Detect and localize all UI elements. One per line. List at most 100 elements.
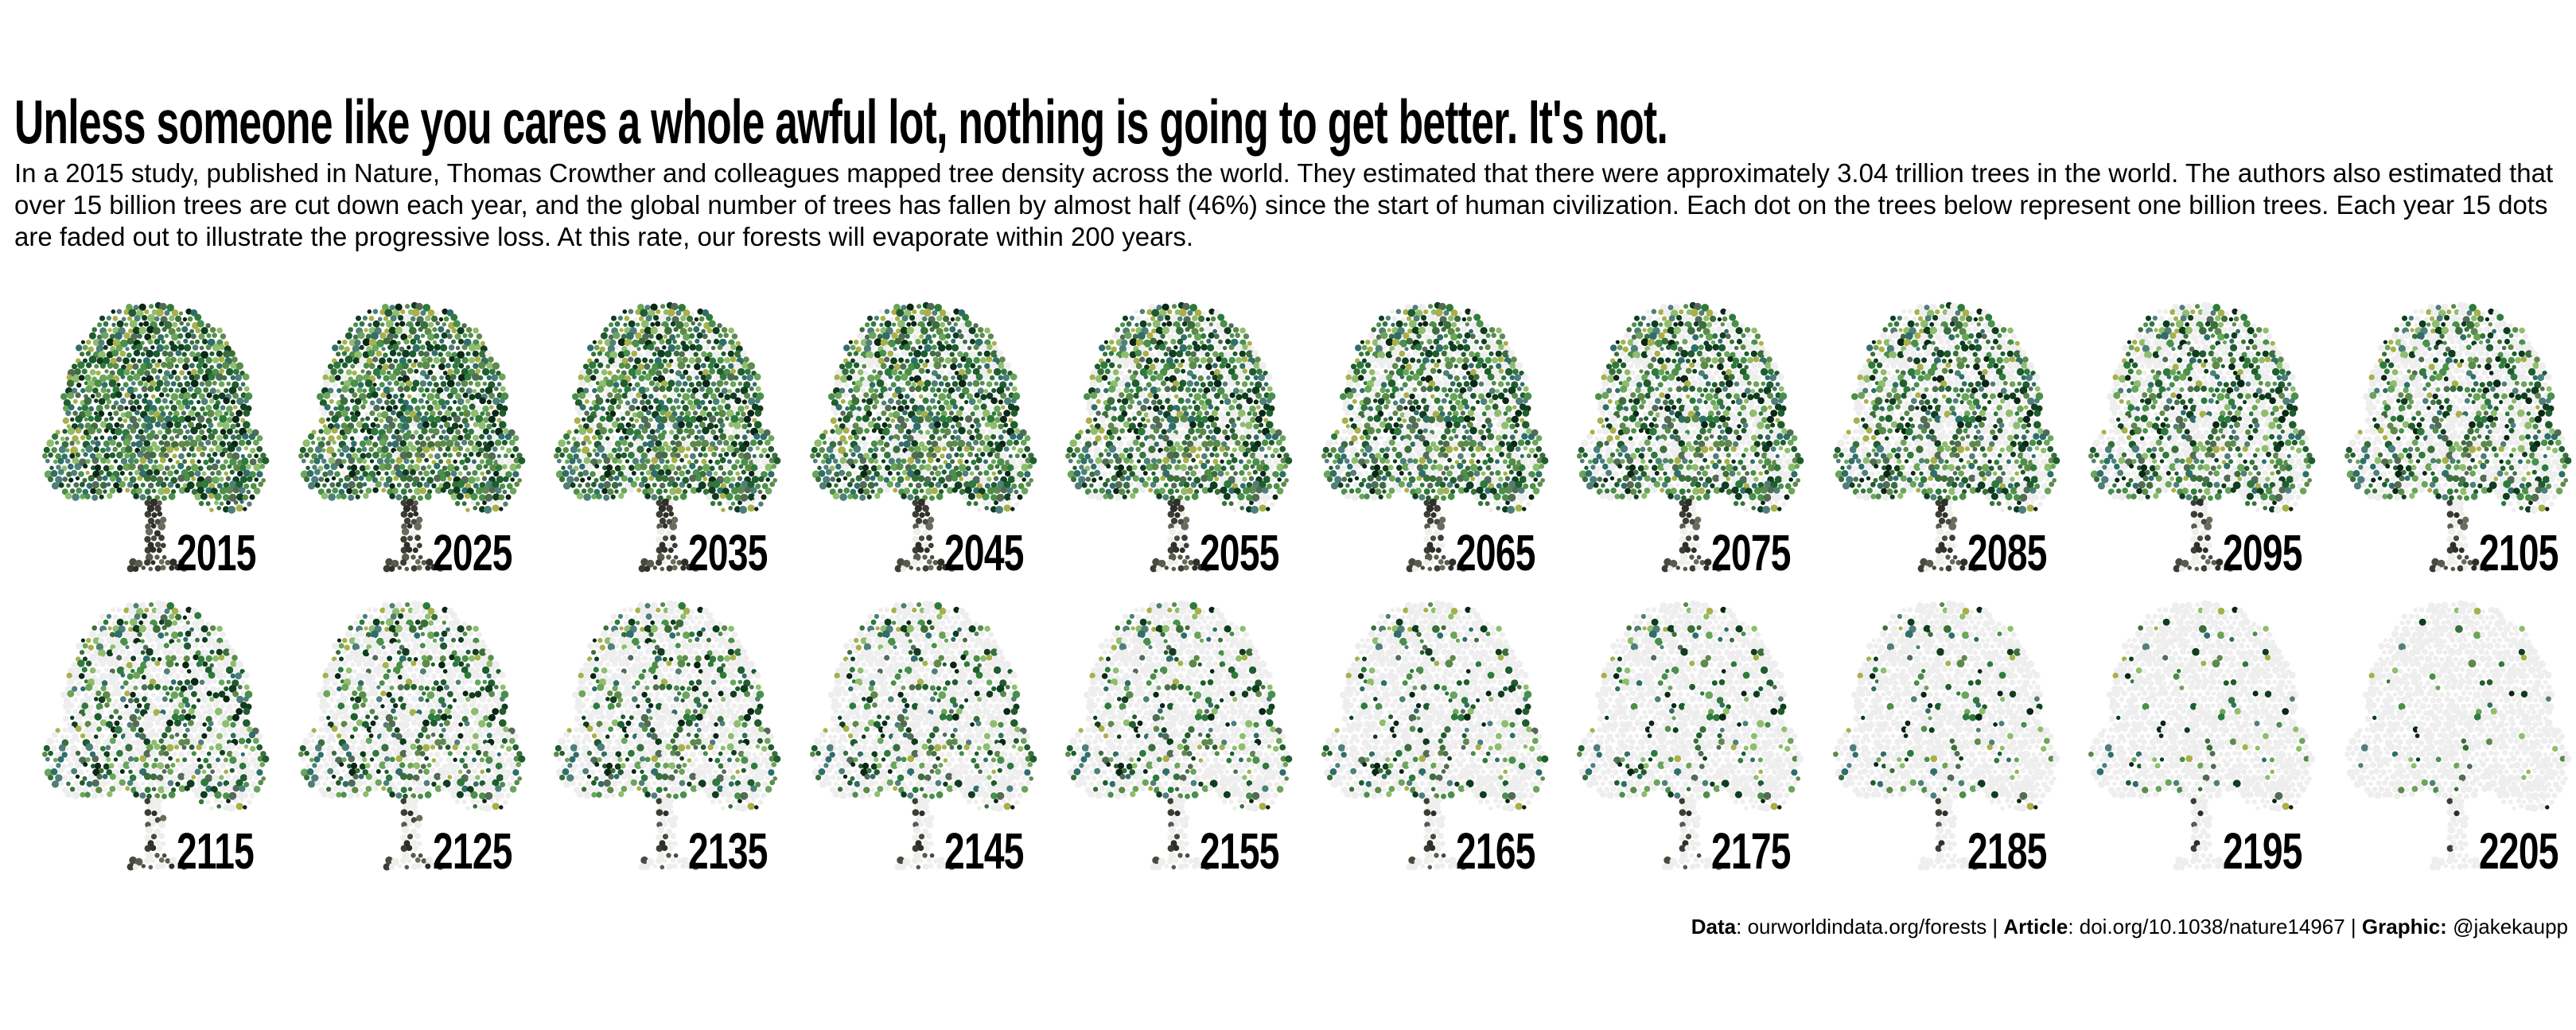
tree-dot [737,452,745,459]
tree-dot [706,422,714,429]
tree-dot [640,415,649,424]
tree-dot [461,418,469,425]
tree-dot [913,468,920,476]
tree-dot [624,435,629,440]
tree-dot [874,315,879,321]
tree-dot [436,564,444,572]
tree-dot [697,308,704,315]
tree-dot [168,492,176,500]
tree-dot [239,499,244,504]
tree-dot [679,470,685,477]
tree-dot [85,459,91,464]
tree-dot [727,388,733,394]
tree-dot [1151,463,1159,471]
tree-dot [835,404,842,411]
tree-dot [1084,393,1091,400]
tree-dot [698,422,706,429]
tree-dot [380,347,386,352]
tree-dot [990,350,998,358]
tree-dot [351,392,357,398]
tree-dot [1431,350,1439,358]
tree-dot [986,487,994,495]
faded-tree-dot [1438,392,1443,398]
tree-dot [393,380,399,387]
tree-dot [1185,398,1191,404]
tree-dot [1247,411,1252,416]
faded-tree-dot [963,328,968,334]
tree-dot [924,488,932,496]
tree-dot [491,480,500,488]
tree-dot [1010,483,1017,489]
tree-dot [1420,376,1426,382]
tree-dot [1255,486,1263,494]
tree-dot [84,410,92,418]
tree-dot [235,434,242,441]
tree-dot [973,344,979,351]
tree-dot [1103,387,1109,394]
tree-dot [1434,397,1441,404]
tree-dot [675,380,682,387]
tree-dot [1100,361,1108,369]
tree-dot [195,422,203,429]
tree-dot [1130,492,1136,499]
tree-dot [399,559,407,566]
tree-dot [744,392,751,399]
tree-dot [1178,481,1184,488]
tree-dot [161,375,168,382]
tree-dot [1511,392,1518,399]
tree-dot [167,351,173,358]
tree-dot [130,393,136,400]
tree-dot [964,367,971,375]
tree-dot [983,363,990,369]
tree-dot [203,459,209,465]
tree-dot [1226,459,1232,465]
tree-dot [376,457,383,464]
tree-dot [726,445,734,453]
tree-dot [1407,328,1412,334]
faded-tree-dot [499,469,507,477]
tree-dot [983,506,989,511]
tree-dot [220,405,226,410]
tree-dot [1204,468,1212,477]
tree-dot [692,468,701,477]
tree-dot [905,464,912,472]
tree-dot [1103,352,1108,357]
tree-dot [1385,374,1393,382]
tree-dot [1438,321,1443,327]
tree-dot [430,564,438,571]
tree-dot [1204,410,1209,416]
tree-dot [1003,397,1011,406]
tree-dot [1420,398,1426,404]
faded-tree-dot [883,344,890,352]
faded-tree-dot [1507,350,1515,357]
tree-dot [1177,445,1184,453]
tree-dot [328,457,335,464]
tree-dot [945,441,953,448]
tree-dot [172,321,178,328]
tree-dot [694,459,699,464]
tree-dot [903,488,910,495]
tree-dot [1095,457,1103,464]
tree-dot [187,316,193,322]
tree-dot [1465,322,1469,327]
tree-dot [1408,393,1415,400]
tree-dot [1129,388,1134,393]
tree-dot [158,488,165,496]
tree-dot [986,356,992,363]
tree-dot [246,464,251,470]
tree-dot [685,421,693,429]
tree-dot [686,564,693,571]
tree-dot [116,320,124,328]
faded-tree-dot [913,433,921,441]
faded-tree-dot [588,383,593,388]
tree-dot [1123,387,1130,394]
tree-dot [1519,403,1527,410]
tree-dot [418,387,424,393]
faded-tree-dot [1265,494,1272,501]
tree-dot [939,415,947,422]
tree-dot [465,351,471,356]
tree-dot [180,564,188,572]
tree-dot [175,460,181,464]
tree-dot [1442,344,1449,351]
faded-tree-dot [862,441,869,447]
